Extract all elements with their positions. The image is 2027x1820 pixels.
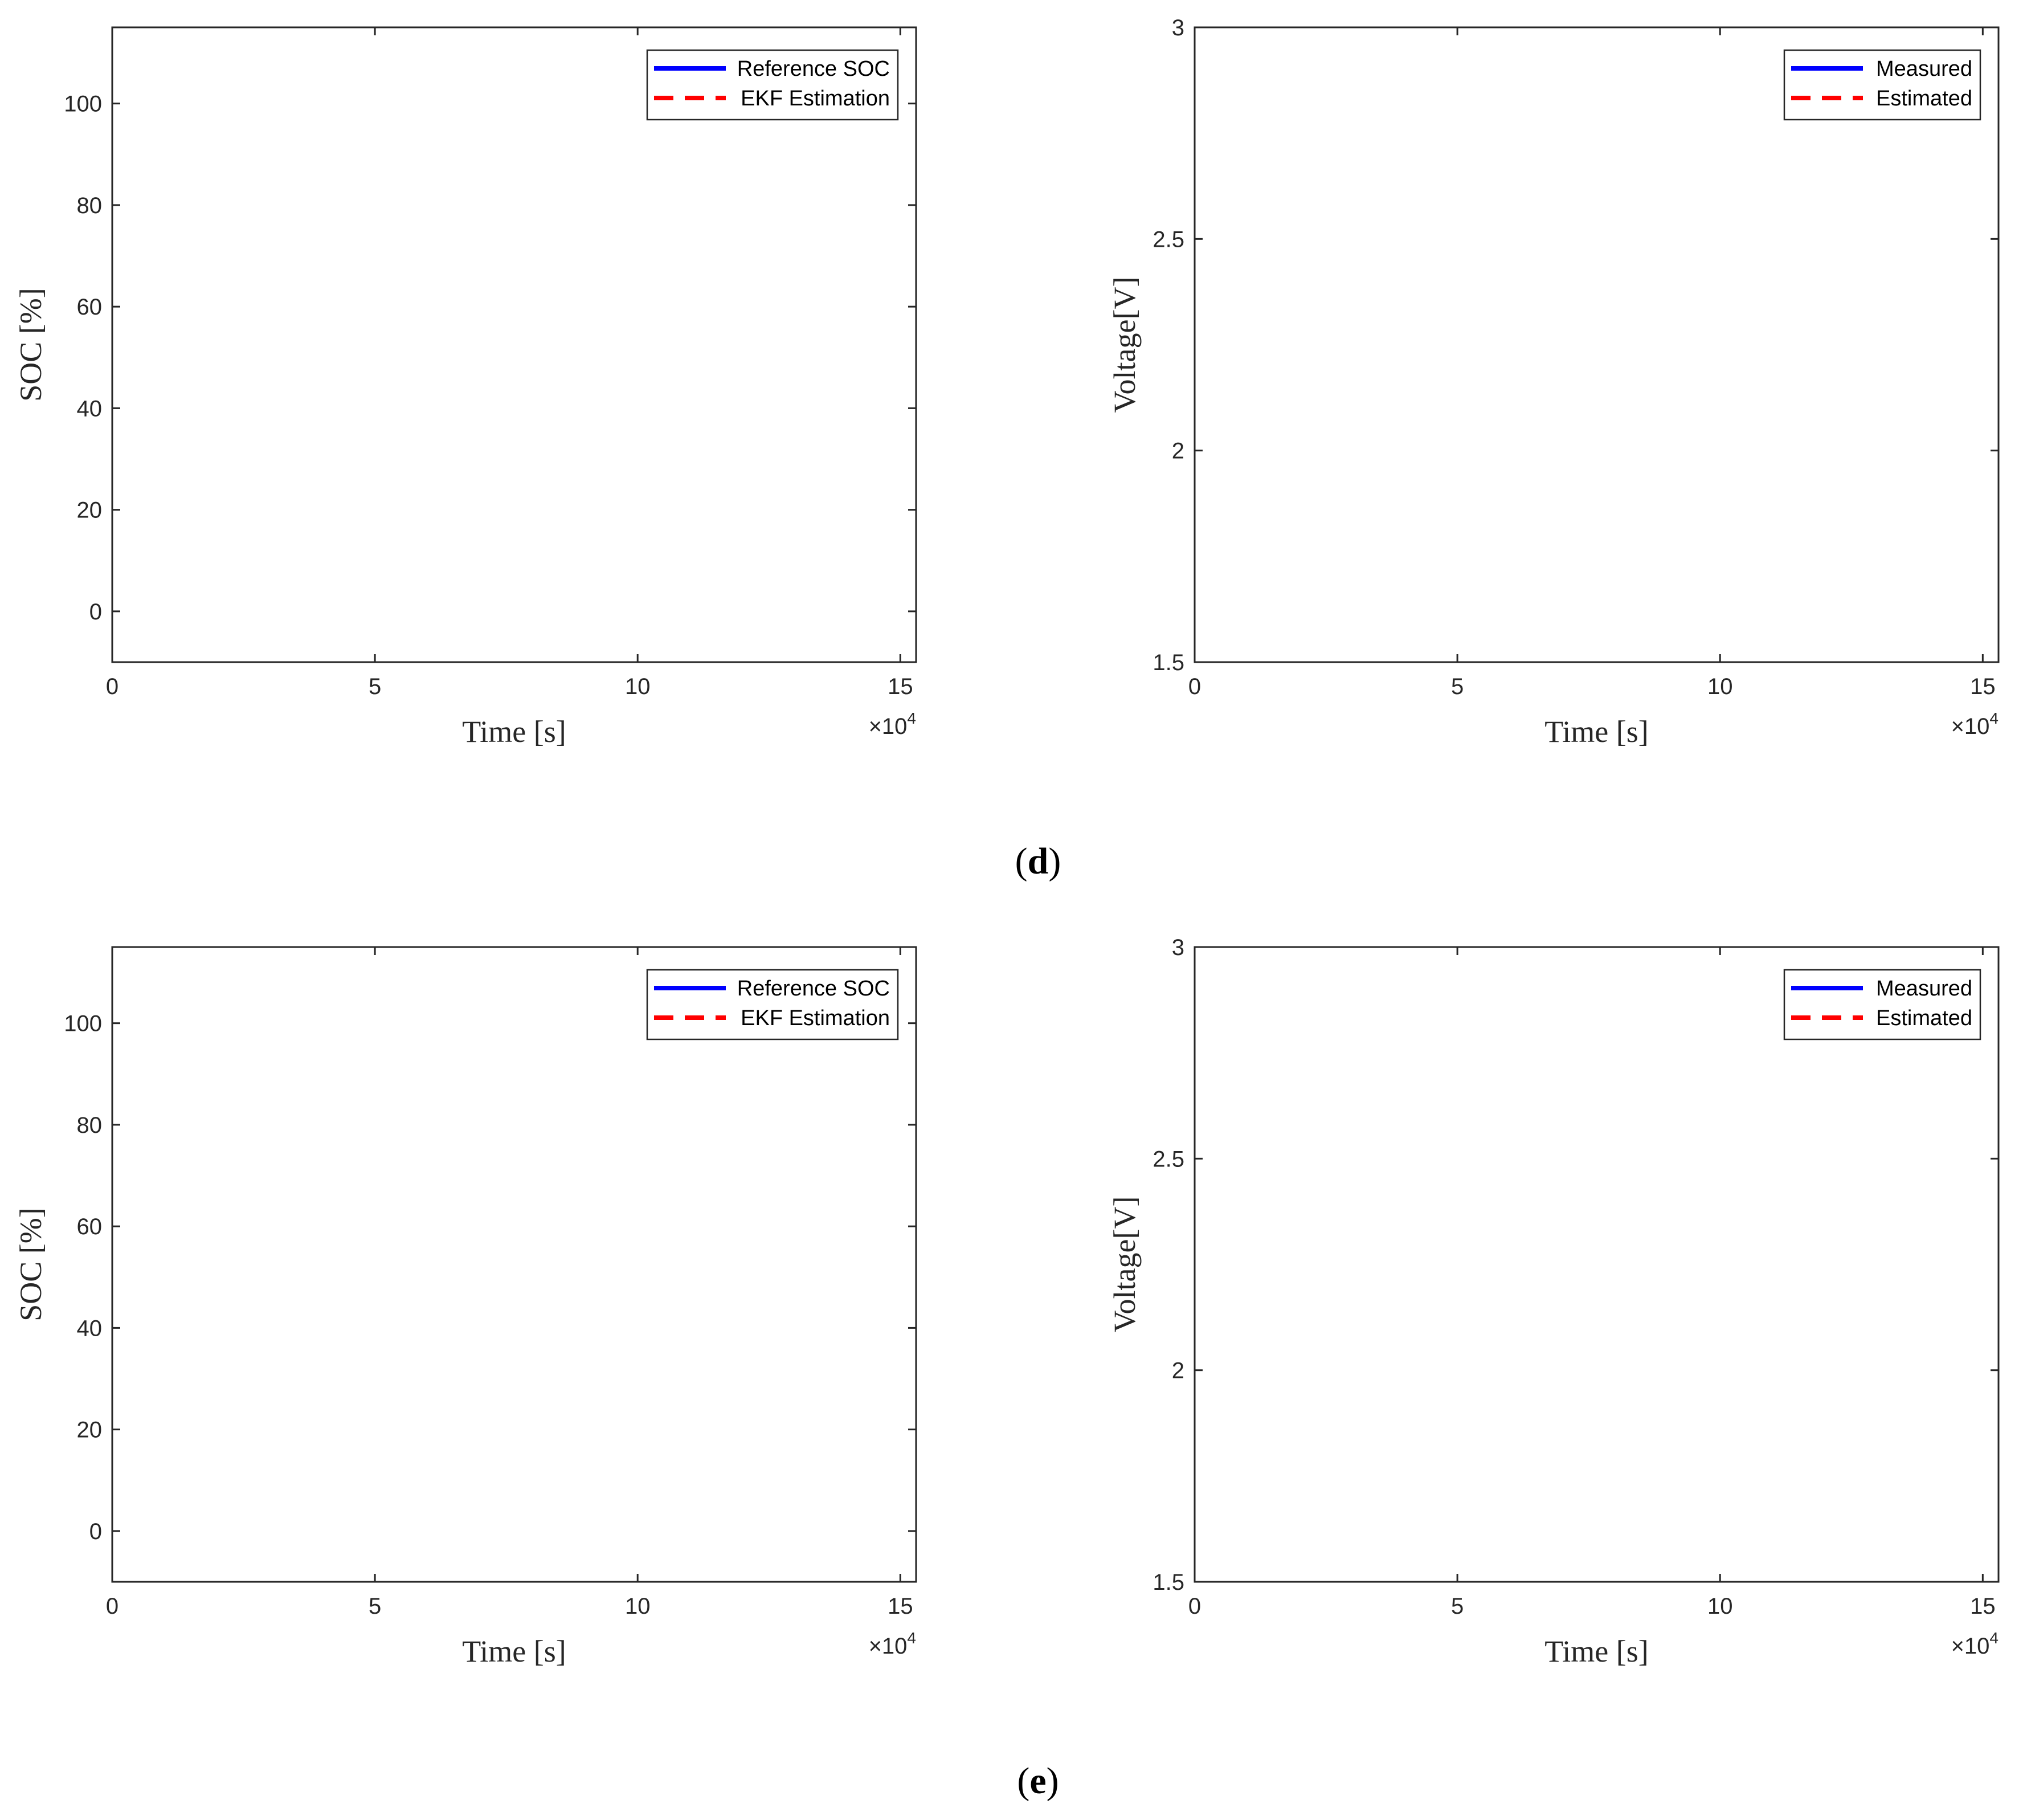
y-tick-label: 1.5: [1153, 650, 1184, 675]
x-axis-label: Time [s]: [462, 715, 566, 749]
y-tick-label: 2.5: [1153, 1146, 1184, 1172]
x-exponent-label: ×104: [1951, 709, 1999, 739]
x-tick-label: 10: [1707, 1594, 1733, 1619]
x-tick-label: 0: [1188, 674, 1201, 699]
y-tick-label: 80: [77, 193, 103, 218]
axes-frame: [111, 946, 917, 1583]
x-axis-label: Time [s]: [462, 1634, 566, 1668]
y-tick-label: 60: [77, 1214, 103, 1239]
axes-frame: [111, 26, 917, 663]
chart-panel-d-top-right: 0 5 10 15 1.5 2 2.5 3 ×104 Time [s] Voltage[V] Meas…: [1108, 15, 2000, 749]
x-axis-label: Time [s]: [1544, 1634, 1649, 1668]
legend-entry: Measured: [1876, 57, 1972, 81]
legend: Reference SOC EKF Estimation: [646, 969, 899, 1040]
x-tick-label: 15: [1970, 674, 1996, 699]
legend-entry: Reference SOC: [737, 57, 890, 81]
x-axis-label: Time [s]: [1544, 715, 1649, 749]
y-tick-label: 0: [89, 599, 102, 625]
y-tick-label: 2: [1172, 1358, 1184, 1384]
x-tick-label: 5: [1451, 1594, 1464, 1619]
y-tick-label: 60: [77, 295, 103, 320]
caption-d: (d): [1015, 840, 1061, 882]
y-tick-label: 40: [77, 1316, 103, 1341]
caption-e: (e): [1017, 1760, 1059, 1802]
x-tick-label: 0: [106, 1594, 118, 1619]
y-tick-label: 20: [77, 1418, 103, 1443]
y-tick-label: 1.5: [1153, 1570, 1184, 1595]
legend-entry: Reference SOC: [737, 977, 890, 1001]
legend: Measured Estimated: [1783, 49, 1981, 121]
x-tick-label: 10: [1707, 674, 1733, 699]
y-tick-label: 100: [64, 92, 102, 117]
legend-box: [1783, 49, 1981, 121]
legend-box: [1783, 969, 1981, 1040]
y-axis-label: SOC [%]: [14, 288, 48, 402]
legend-entry: Measured: [1876, 977, 1972, 1001]
y-tick-label: 20: [77, 498, 103, 523]
legend-box: [646, 969, 899, 1040]
x-tick-label: 5: [369, 674, 381, 699]
chart-panel-e-bottom-right: 0 5 10 15 1.5 2 2.5 3 ×104 Time [s] Voltage[V] Meas…: [1108, 935, 2000, 1668]
x-tick-label: 15: [1970, 1594, 1996, 1619]
y-tick-label: 80: [77, 1113, 103, 1138]
x-tick-label: 10: [625, 674, 651, 699]
axes-frame: [1194, 26, 2000, 663]
x-tick-label: 15: [888, 674, 913, 699]
y-tick-label: 2: [1172, 439, 1184, 464]
y-axis-label: SOC [%]: [14, 1207, 48, 1321]
y-tick-label: 40: [77, 396, 103, 421]
x-tick-label: 15: [888, 1594, 913, 1619]
x-tick-label: 0: [106, 674, 118, 699]
y-axis-label: Voltage[V]: [1108, 1197, 1142, 1333]
x-exponent-label: ×104: [869, 709, 916, 739]
x-exponent-label: ×104: [1951, 1629, 1999, 1659]
legend-entry: Estimated: [1876, 1006, 1972, 1030]
legend: Measured Estimated: [1783, 969, 1981, 1040]
legend: Reference SOC EKF Estimation: [646, 49, 899, 121]
y-tick-label: 2.5: [1153, 227, 1184, 252]
chart-panel-e-bottom-left: 0 5 10 15 0 20 40 60 80 100 ×104 Time [s] SOC [%] Ref…: [14, 946, 917, 1668]
legend-entry: Estimated: [1876, 87, 1972, 111]
x-tick-label: 5: [1451, 674, 1464, 699]
y-tick-label: 3: [1172, 935, 1184, 960]
legend-box: [646, 49, 899, 121]
x-exponent-label: ×104: [869, 1629, 916, 1659]
x-tick-label: 0: [1188, 1594, 1201, 1619]
legend-entry: EKF Estimation: [741, 87, 890, 111]
y-tick-label: 100: [64, 1011, 102, 1036]
y-axis-label: Voltage[V]: [1108, 277, 1142, 413]
x-tick-label: 10: [625, 1594, 651, 1619]
y-tick-label: 3: [1172, 15, 1184, 40]
y-tick-label: 0: [89, 1519, 102, 1544]
legend-entry: EKF Estimation: [741, 1006, 890, 1030]
chart-panel-d-top-left: 0 5 10 15 0 20 40 60 80 100 ×104 Time [s] SOC [%] Ref…: [14, 26, 917, 749]
x-tick-label: 5: [369, 1594, 381, 1619]
axes-frame: [1194, 946, 2000, 1583]
